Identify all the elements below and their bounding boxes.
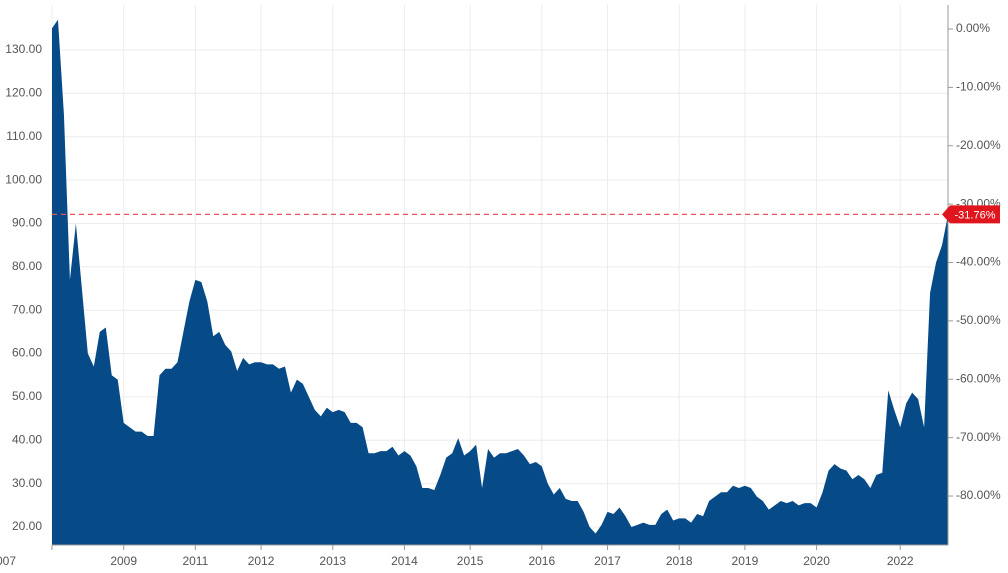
x-tick-label: 2012 xyxy=(248,554,275,568)
x-tick-label: 2017 xyxy=(594,554,621,568)
x-tick-label: 2007 xyxy=(0,554,16,568)
y2-tick-label: -40.00% xyxy=(956,255,1001,269)
x-tick-label: 2020 xyxy=(803,554,830,568)
y-tick-label: 40.00 xyxy=(12,432,42,446)
y-tick-label: 100.00 xyxy=(5,172,42,186)
x-tick-label: 2022 xyxy=(887,554,914,568)
y-tick-label: 60.00 xyxy=(12,346,42,360)
area xyxy=(52,19,948,546)
x-tick-label: 2019 xyxy=(732,554,759,568)
y2-tick-label: -20.00% xyxy=(956,138,1001,152)
y-tick-label: 120.00 xyxy=(5,86,42,100)
y2-tick-label: -10.00% xyxy=(956,80,1001,94)
y2-tick-label: -50.00% xyxy=(956,313,1001,327)
x-tick-label: 2009 xyxy=(110,554,137,568)
x-tick-label: 2013 xyxy=(319,554,346,568)
x-tick-label: 2011 xyxy=(182,554,208,568)
x-tick-label: 2016 xyxy=(528,554,555,568)
y-tick-label: 130.00 xyxy=(5,42,42,56)
y-tick-label: 90.00 xyxy=(12,216,42,230)
current-badge xyxy=(942,205,1000,224)
y2-tick-label: -70.00% xyxy=(956,430,1001,444)
y-tick-label: 50.00 xyxy=(12,389,42,403)
y2-tick-label: -60.00% xyxy=(956,371,1001,385)
x-tick-label: 2014 xyxy=(391,554,418,568)
y-tick-label: 80.00 xyxy=(12,259,42,273)
y2-tick-label: -80.00% xyxy=(956,488,1001,502)
y-tick-label: 70.00 xyxy=(12,302,42,316)
x-tick-label: 2018 xyxy=(666,554,693,568)
y2-tick-label: 0.00% xyxy=(956,21,990,35)
y-tick-label: 110.00 xyxy=(6,129,42,143)
current-label: -31.76% xyxy=(955,209,996,221)
y-tick-label: 20.00 xyxy=(12,519,42,533)
y-tick-label: 30.00 xyxy=(12,476,42,490)
x-tick-label: 2015 xyxy=(457,554,484,568)
